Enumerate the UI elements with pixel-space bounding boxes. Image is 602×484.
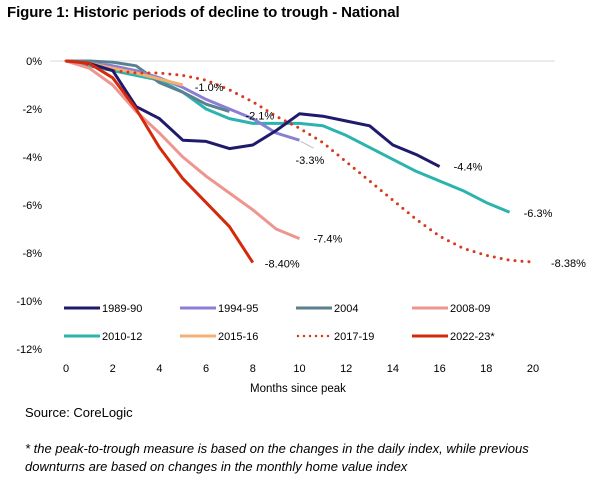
y-tick-label: 0% [26,56,42,68]
y-tick-label: -8% [22,248,42,260]
x-tick-label: 18 [480,363,492,375]
y-tick-label: -2% [22,104,42,116]
end-labels: -4.4% -3.3% -2.1% -7.4% -6.3% -1.0% -8.38% -8.4… [195,82,586,271]
legend-label: 2017-19 [334,331,374,343]
footnote: * the peak-to-trough measure is based on… [25,441,529,474]
legend-label: 2008-09 [450,303,490,315]
y-axis: 0% -2% -4% -6% -8% -10% -12% [16,56,42,356]
source-note: Source: CoreLogic [25,405,133,420]
legend-label: 2004 [334,303,358,315]
x-tick-label: 20 [527,363,539,375]
legend-item-200809: 2008-09 [412,303,490,315]
end-label-201719: -8.38% [551,258,586,270]
legend-item-202223: 2022-23* [412,331,495,343]
y-tick-label: -6% [22,200,42,212]
series-line-199495 [65,59,300,142]
x-axis: 0 2 4 6 8 10 12 14 16 18 20 [63,363,539,375]
legend-item-201719: 2017-19 [296,331,374,343]
line-chart: 0% -2% -4% -6% -8% -10% -12% 0 2 4 6 8 10 12 14 16 18 20… [16,56,586,395]
end-label-2004: -2.1% [245,110,274,122]
series-line-201719 [64,59,535,264]
figure-title: Figure 1: Historic periods of decline to… [7,4,400,21]
legend-item-201012: 2010-12 [64,331,142,343]
x-tick-label: 10 [293,363,305,375]
x-tick-label: 4 [156,363,162,375]
series-lines [64,59,535,264]
y-tick-label: -10% [16,296,42,308]
series-line-200809 [65,59,301,240]
y-tick-label: -12% [16,344,42,356]
end-label-202223: -8.40% [265,259,300,271]
x-tick-label: 12 [340,363,352,375]
series-line-202223 [65,59,255,264]
end-label-198990: -4.4% [454,162,483,174]
x-tick-label: 14 [387,363,399,375]
legend-label: 2010-12 [102,331,142,343]
leader-line [300,140,314,149]
end-label-201012: -6.3% [524,208,553,220]
legend-label: 1994-95 [218,303,258,315]
x-axis-title: Months since peak [250,383,346,395]
legend-item-198990: 1989-90 [64,303,142,315]
end-label-200809: -7.4% [314,234,343,246]
series-line-198990 [65,59,441,168]
legend-item-201516: 2015-16 [180,331,258,343]
x-tick-label: 8 [250,363,256,375]
legend-label: 2022-23* [450,331,495,343]
legend-item-2004: 2004 [296,303,358,315]
legend-label: 1989-90 [102,303,142,315]
legend: 1989-90 1994-95 2004 2008-09 2010-12 2015-16 2… [64,303,495,343]
legend-label: 2015-16 [218,331,258,343]
y-tick-label: -4% [22,152,42,164]
x-tick-label: 6 [203,363,209,375]
x-tick-label: 2 [110,363,116,375]
x-tick-label: 0 [63,363,69,375]
end-label-199495: -3.3% [296,155,325,167]
end-label-201516: -1.0% [195,82,224,94]
legend-item-199495: 1994-95 [180,303,258,315]
x-tick-label: 16 [433,363,445,375]
